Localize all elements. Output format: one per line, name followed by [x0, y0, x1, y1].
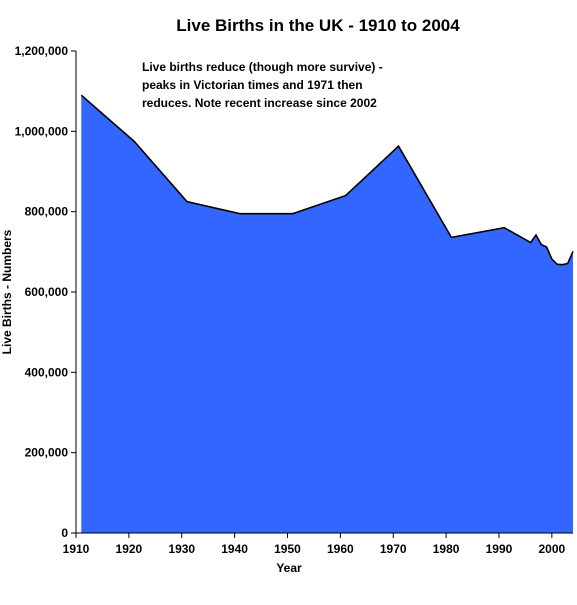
annotation-line: Live births reduce (though more survive)… [142, 60, 383, 74]
annotation-line: peaks in Victorian times and 1971 then [142, 78, 363, 92]
x-tick-label: 1930 [168, 542, 195, 556]
x-tick-label: 1970 [380, 542, 407, 556]
y-tick-label: 1,000,000 [15, 124, 69, 138]
x-tick-label: 1990 [486, 542, 513, 556]
y-tick-label: 600,000 [25, 285, 69, 299]
x-tick-label: 1960 [327, 542, 354, 556]
area-series-0 [81, 95, 573, 533]
x-tick-label: 1940 [221, 542, 248, 556]
x-tick-label: 1910 [63, 542, 90, 556]
x-tick-label: 1980 [433, 542, 460, 556]
x-axis-label: Year [276, 561, 302, 575]
y-axis-label: Live Births - Numbers [0, 229, 14, 354]
x-tick-label: 1950 [274, 542, 301, 556]
annotation-line: reduces. Note recent increase since 2002 [142, 96, 377, 110]
y-tick-label: 1,200,000 [15, 44, 69, 58]
y-tick-label: 200,000 [25, 446, 69, 460]
y-tick-label: 400,000 [25, 365, 69, 379]
y-tick-label: 0 [61, 526, 68, 540]
chart-annotation: Live births reduce (though more survive)… [142, 60, 383, 110]
chart-title: Live Births in the UK - 1910 to 2004 [176, 16, 460, 35]
x-tick-label: 2000 [538, 542, 565, 556]
y-tick-label: 800,000 [25, 205, 69, 219]
x-tick-label: 1920 [116, 542, 143, 556]
